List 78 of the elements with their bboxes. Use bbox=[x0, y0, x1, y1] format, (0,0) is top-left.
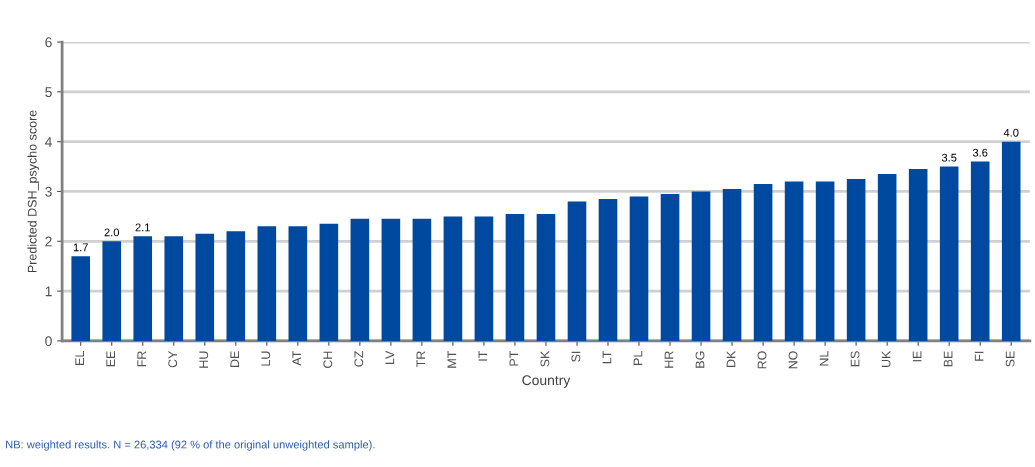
x-tick-label: TR bbox=[416, 351, 426, 368]
y-tick-label: 6 bbox=[45, 37, 52, 48]
x-tick-label: IT bbox=[478, 350, 488, 361]
x-tick-label: MT bbox=[447, 350, 457, 368]
bar bbox=[939, 166, 959, 341]
x-tick-label: LT bbox=[602, 350, 612, 364]
x-tick-label: CZ bbox=[354, 351, 364, 367]
x-axis-title: Country bbox=[522, 375, 571, 388]
x-tick-label: NO bbox=[788, 351, 798, 369]
x-tick-label: LV bbox=[385, 350, 395, 364]
y-tick-label: 2 bbox=[45, 236, 52, 247]
bar bbox=[784, 181, 804, 341]
bar bbox=[536, 213, 556, 341]
x-tick-label: AT bbox=[292, 350, 302, 366]
bar bbox=[970, 161, 990, 341]
x-tick-label: SE bbox=[1005, 351, 1015, 367]
bar bbox=[226, 231, 246, 341]
bar bbox=[846, 179, 866, 341]
y-tick-label: 3 bbox=[45, 186, 52, 197]
bar bbox=[133, 236, 153, 341]
bar bbox=[164, 236, 184, 341]
data-label: 2.1 bbox=[135, 223, 150, 232]
x-tick-label: HR bbox=[664, 351, 674, 368]
bar bbox=[319, 223, 339, 341]
bar bbox=[629, 196, 649, 341]
x-tick-label: LU bbox=[261, 351, 271, 366]
x-tick-label: HU bbox=[199, 351, 209, 368]
bar bbox=[412, 218, 432, 341]
x-tick-label: BG bbox=[695, 351, 705, 368]
bar bbox=[753, 184, 773, 341]
bar bbox=[1001, 141, 1021, 341]
data-label: 3.5 bbox=[941, 153, 957, 162]
bar bbox=[257, 226, 277, 341]
data-label: 1.7 bbox=[73, 243, 88, 252]
bar bbox=[567, 201, 587, 341]
bar bbox=[71, 256, 91, 341]
x-tick-label: BE bbox=[943, 351, 953, 367]
x-tick-label: DE bbox=[230, 351, 240, 367]
bar bbox=[908, 169, 928, 341]
x-tick-label: SI bbox=[571, 351, 581, 362]
x-tick-label: UK bbox=[881, 350, 891, 368]
bar bbox=[598, 198, 618, 341]
y-axis-title: Predicted DSH_psycho score bbox=[27, 110, 40, 273]
x-tick-label: FR bbox=[137, 351, 146, 367]
bar bbox=[350, 218, 370, 341]
y-tick-label: 1 bbox=[45, 286, 52, 297]
y-tick-label: 4 bbox=[44, 137, 52, 147]
bar bbox=[722, 188, 742, 341]
data-label: 4.0 bbox=[1003, 128, 1019, 137]
x-tick-label: DK bbox=[726, 350, 736, 367]
x-tick-label: FI bbox=[974, 351, 984, 361]
x-tick-label: PT bbox=[509, 350, 519, 366]
text: NB: weighted results. N = 26,334 (92 % of the original unweighted sample). bbox=[6, 440, 375, 451]
x-tick-label: CY bbox=[168, 350, 178, 368]
x-tick-label: ES bbox=[850, 351, 860, 367]
bar bbox=[815, 181, 835, 341]
y-tick-label: 0 bbox=[45, 336, 52, 347]
data-label: 2.0 bbox=[104, 228, 120, 237]
x-tick-label: PL bbox=[633, 351, 643, 365]
bar bbox=[877, 174, 897, 341]
bar bbox=[443, 216, 463, 341]
data-label: 3.6 bbox=[972, 148, 988, 157]
bar bbox=[381, 218, 401, 341]
y-tick-label: 5 bbox=[45, 87, 52, 98]
bar bbox=[474, 216, 494, 341]
bar bbox=[288, 226, 308, 341]
x-tick-label: SK bbox=[540, 350, 550, 367]
bar bbox=[660, 193, 680, 341]
bar bbox=[691, 191, 711, 341]
x-tick-label: EE bbox=[106, 351, 115, 367]
x-tick-label: NL bbox=[819, 351, 829, 366]
bar bbox=[505, 213, 525, 341]
x-tick-label: EL bbox=[75, 351, 84, 365]
bar bbox=[102, 241, 122, 341]
x-tick-label: RO bbox=[757, 351, 767, 369]
x-tick-label: IE bbox=[912, 351, 922, 362]
bar bbox=[195, 233, 215, 341]
x-tick-label: CH bbox=[323, 351, 333, 369]
